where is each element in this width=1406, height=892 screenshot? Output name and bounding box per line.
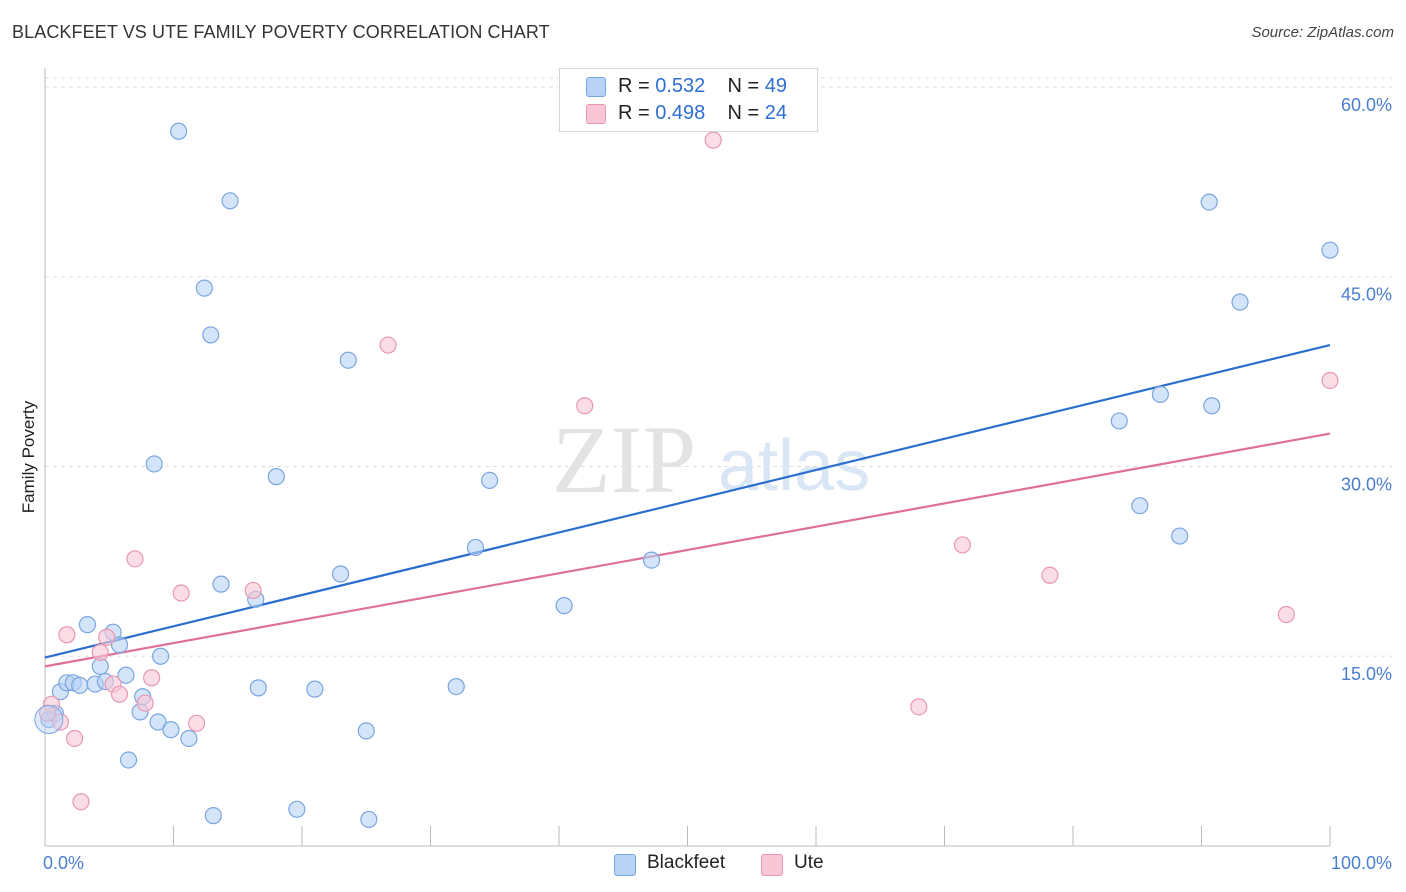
point-blackfeet <box>221 192 239 210</box>
source-label: Source: ZipAtlas.com <box>1251 24 1394 41</box>
point-ute <box>1041 566 1059 584</box>
trendline-ute <box>44 432 1331 668</box>
point-blackfeet <box>1171 527 1189 545</box>
y-axis-label: Family Poverty <box>19 400 38 513</box>
point-blackfeet <box>1151 385 1169 403</box>
point-ute <box>126 550 144 568</box>
point-blackfeet <box>306 680 324 698</box>
y-tick-label: 45.0% <box>1341 285 1392 305</box>
point-blackfeet <box>357 722 375 740</box>
point-blackfeet <box>180 729 198 748</box>
point-blackfeet <box>360 810 378 829</box>
point-blackfeet <box>555 597 573 615</box>
point-blackfeet <box>170 122 188 140</box>
y-tick-label: 15.0% <box>1341 664 1392 684</box>
point-blackfeet <box>331 565 350 583</box>
point-blackfeet <box>466 538 485 557</box>
watermark: ZIP atlas <box>552 406 870 513</box>
legend-r-label: R = <box>618 75 656 97</box>
point-blackfeet <box>145 455 163 473</box>
point-blackfeet <box>117 666 135 684</box>
point-ute <box>953 536 972 554</box>
point-blackfeet <box>202 326 220 344</box>
point-ute <box>188 714 206 732</box>
point-blackfeet <box>249 679 267 697</box>
x-tick-label: 0.0% <box>43 853 84 873</box>
point-ute <box>51 713 70 731</box>
legend-n-label: N = <box>727 75 765 97</box>
legend-r-value: 0.498 <box>655 102 706 124</box>
point-ute <box>65 729 84 748</box>
points-layer <box>34 122 1339 829</box>
point-ute <box>98 628 116 646</box>
bottom-legend-swatch-blackfeet <box>614 854 636 876</box>
watermark-atlas: atlas <box>718 426 870 506</box>
point-blackfeet <box>1110 412 1128 430</box>
point-blackfeet <box>339 351 357 369</box>
legend-r-label: R = <box>618 102 656 124</box>
point-blackfeet <box>447 678 465 696</box>
point-blackfeet <box>1203 397 1221 415</box>
x-tick-label: 100.0% <box>1331 853 1392 873</box>
bottom-legend-label-blackfeet: Blackfeet <box>647 852 726 873</box>
point-ute <box>1277 605 1295 624</box>
point-ute <box>379 336 397 354</box>
legend-n-value: 24 <box>764 102 788 124</box>
point-blackfeet <box>149 713 167 731</box>
page-title: BLACKFEET VS UTE FAMILY POVERTY CORRELAT… <box>12 22 550 42</box>
point-blackfeet <box>481 471 499 490</box>
point-blackfeet <box>78 616 97 634</box>
point-blackfeet <box>1131 497 1149 515</box>
point-blackfeet <box>152 647 170 665</box>
bottom-legend-swatch-ute <box>761 854 783 876</box>
point-blackfeet <box>1200 193 1218 211</box>
point-ute <box>110 685 129 703</box>
bottom-legend-label-ute: Ute <box>794 852 824 873</box>
point-blackfeet <box>119 751 138 769</box>
ticks-layer: 15.0% 30.0% 45.0% 60.0% 0.0% 100.0% <box>43 95 1392 873</box>
point-ute <box>910 698 928 716</box>
point-ute <box>576 397 594 415</box>
point-ute <box>58 626 76 644</box>
point-ute <box>136 694 154 712</box>
point-blackfeet <box>1321 241 1339 259</box>
legend-swatch-ute <box>586 104 606 124</box>
grid-layer <box>45 77 1392 657</box>
legend-box: R = 0.532 N = 49 R = 0.498 N = 24 <box>559 68 818 132</box>
point-blackfeet <box>110 636 129 654</box>
point-blackfeet <box>642 551 661 569</box>
legend-n-label: N = <box>727 102 765 124</box>
point-ute <box>704 131 722 149</box>
point-ute <box>244 581 262 600</box>
point-blackfeet-cluster <box>34 704 64 734</box>
point-blackfeet <box>71 676 89 694</box>
legend-r-value: 0.532 <box>655 75 706 97</box>
y-tick-label: 30.0% <box>1341 474 1392 494</box>
point-ute <box>1321 371 1339 390</box>
point-blackfeet <box>195 279 213 297</box>
point-blackfeet <box>162 721 180 739</box>
point-ute <box>72 793 90 811</box>
legend-n-value: 49 <box>764 75 788 97</box>
point-blackfeet <box>1231 293 1249 311</box>
point-ute <box>172 584 190 602</box>
point-blackfeet <box>288 800 306 818</box>
y-tick-label: 60.0% <box>1341 95 1392 115</box>
watermark-zip: ZIP <box>552 406 696 513</box>
point-blackfeet <box>212 575 230 593</box>
point-blackfeet <box>204 807 222 825</box>
point-ute <box>143 669 161 687</box>
point-blackfeet <box>267 468 285 486</box>
point-ute <box>91 643 109 662</box>
legend-swatch-blackfeet <box>586 77 606 97</box>
